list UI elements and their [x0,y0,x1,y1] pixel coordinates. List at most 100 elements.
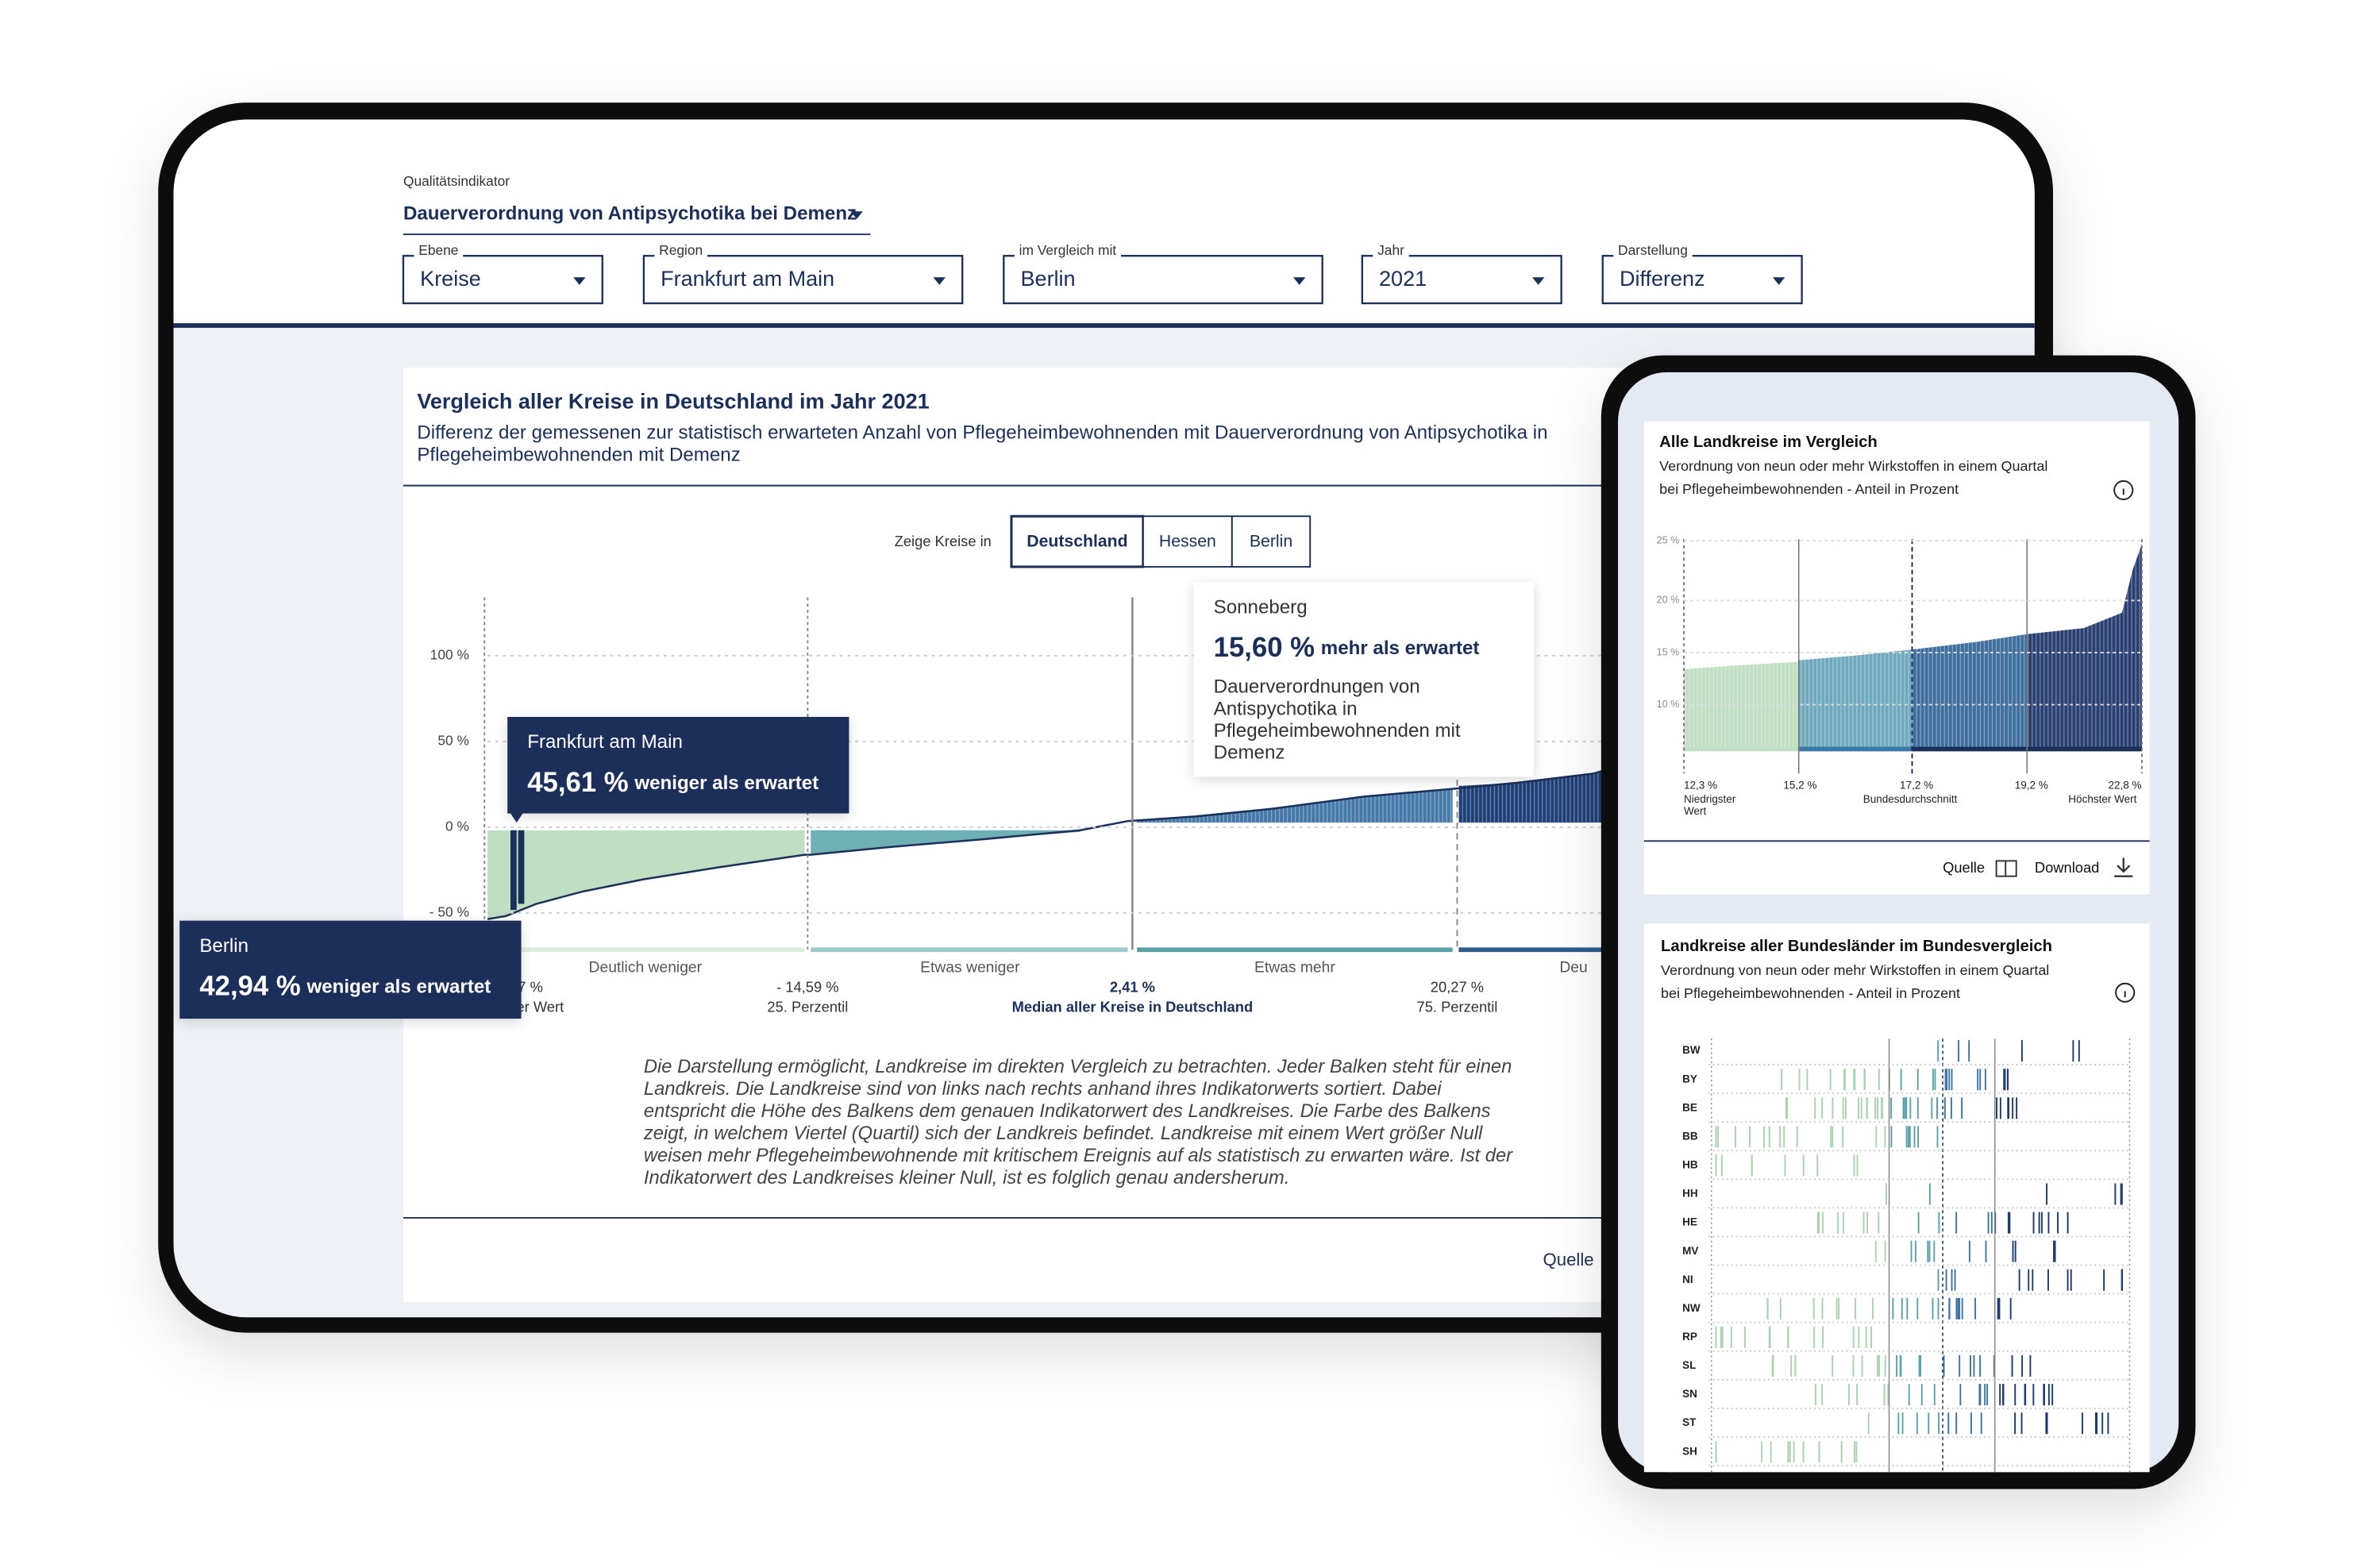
dropdown-value: Berlin [1021,267,1076,291]
description: Die Darstellung ermöglicht, Landkreise i… [644,1057,1512,1077]
y-tick-label: 25 % [1657,534,1680,545]
state-label: SH [1682,1445,1697,1457]
tooltip [179,920,522,1019]
info-icon[interactable] [2115,982,2136,1003]
download-button[interactable]: Download [2035,859,2100,876]
marker-value: 22,8 % [2108,779,2141,791]
description: weisen mehr Pflegeheimbewohnende mit kri… [644,1146,1513,1166]
label-bg [654,245,707,258]
tooltip-description: Dauerverordnungen von [1214,676,1420,698]
source-button[interactable]: Quelle [1943,859,1985,876]
marker-value: 2,41 % [1110,978,1155,995]
tooltip-description: Demenz [1214,742,1285,763]
tooltip-name: Sonneberg [1214,596,1308,618]
state-label: HH [1682,1188,1698,1200]
marker-label: 75. Perzentil [1417,998,1498,1015]
marker-value: 17,2 % [1900,779,1933,791]
tooltip-value: 45,61 % weniger als erwartet [527,768,819,798]
state-label: NI [1682,1273,1693,1285]
y-tick-label: 50 % [437,732,469,748]
text: Qualitätsindikator [403,173,510,189]
dropdown[interactable] [1601,255,1803,305]
y-tick-label: 20 % [1657,595,1680,606]
dropdown-label: Darstellung [1618,242,1688,258]
marker-label: Median aller Kreise in Deutschland [1012,998,1254,1015]
marker-value: 15,2 % [1783,779,1816,791]
tooltip-value: 42,94 % weniger als erwartet [199,972,491,1002]
description: zeigt, in welchem Viertel (Quartil) sich… [643,1123,1483,1144]
tooltip [507,716,849,814]
state-label: SN [1682,1388,1697,1400]
tooltip-description: Pflegeheimbewohnenden mit [1214,720,1461,742]
download-icon [2114,857,2133,877]
dropdown-label: Ebene [418,242,458,258]
marker-value: 19,2 % [2015,779,2048,791]
state-label: BB [1682,1130,1698,1142]
chart-subtitle: Pflegeheimbewohnenden mit Demenz [417,444,740,465]
state-label: BW [1682,1044,1701,1056]
dropdown-label: im Vergleich mit [1019,242,1117,258]
value-text: weniger als erwartet [634,772,819,794]
dropdown-value: 2021 [1379,267,1427,291]
caret [1531,277,1545,285]
toggle-button[interactable] [1142,515,1233,568]
state-barcodes [1715,1040,2123,1463]
chart-subtitle: Differenz der gemessenen zur statistisch… [417,422,1547,443]
marker-label: 25. Perzentil [767,998,848,1015]
tooltip-value: 15,60 % mehr als erwartet [1214,633,1480,663]
marker-value: 20,27 % [1431,978,1484,995]
state-label: HB [1682,1159,1698,1171]
tooltip-name: Berlin [199,935,248,957]
band-label: Etwas mehr [1254,960,1335,977]
card-subtitle: bei Pflegeheimbewohnenden - Anteil in Pr… [1661,985,1960,1001]
caret [933,277,946,285]
description: Landkreis. Die Landkreise sind von links… [644,1079,1442,1100]
dropdown[interactable] [1003,255,1323,305]
state-label: SL [1682,1359,1696,1371]
marker-label: Wert [1684,805,1707,817]
state-label: BY [1682,1073,1697,1085]
dropdown-value: Kreise [420,267,481,291]
card-subtitle: Verordnung von neun oder mehr Wirkstoffe… [1659,458,2047,474]
state-label: BE [1682,1101,1697,1113]
dropdown-label: Jahr [1377,242,1404,258]
y-tick-label: 10 % [1657,699,1680,710]
dropdown[interactable] [402,255,603,305]
source-link[interactable]: Quelle [1543,1250,1593,1269]
indicator-select: Dauerverordnung von Antipsychotika bei D… [403,203,857,225]
y-tick-label: 100 % [430,646,469,662]
y-tick-label: - 50 % [430,904,469,920]
toggle-label: Berlin [1250,533,1292,551]
tooltip-name: Frankfurt am Main [527,731,683,753]
dropdown-label: Region [659,242,703,258]
value-text: weniger als erwartet [306,977,491,998]
info-icon[interactable] [2113,480,2134,500]
description: Indikatorwert des Landkreises kleiner Nu… [644,1168,1289,1189]
label-bg [1613,245,1693,258]
label-bg [414,245,464,258]
toggle-button[interactable] [1010,514,1145,568]
marker-label: Niedrigster [1684,793,1736,805]
caret [1772,277,1785,285]
toggle-label: Deutschland [1027,533,1127,551]
dropdown[interactable] [642,255,964,305]
toggle-button[interactable] [1231,515,1312,568]
state-label: ST [1682,1416,1697,1428]
caret [573,277,586,285]
value: 42,94 % [199,972,300,1002]
marker-value: 12,3 % [1684,779,1717,791]
dropdown[interactable] [1361,255,1562,305]
phone: Alle Landkreise im Vergleich Verordnung v… [1601,355,2196,1489]
toggle-label: Hessen [1159,533,1216,551]
value: 45,61 % [527,768,628,798]
card-subtitle: bei Pflegeheimbewohnenden - Anteil in Pr… [1659,481,1959,497]
label-bg [1014,245,1121,258]
value-text: mehr als erwartet [1321,638,1480,659]
band-label: Deu [1559,960,1587,977]
value: 15,60 % [1214,633,1315,663]
chart-title: Vergleich aller Kreise in Deutschland im… [417,390,929,414]
state-label: NW [1682,1302,1701,1314]
dropdown-value: Frankfurt am Main [661,267,834,291]
